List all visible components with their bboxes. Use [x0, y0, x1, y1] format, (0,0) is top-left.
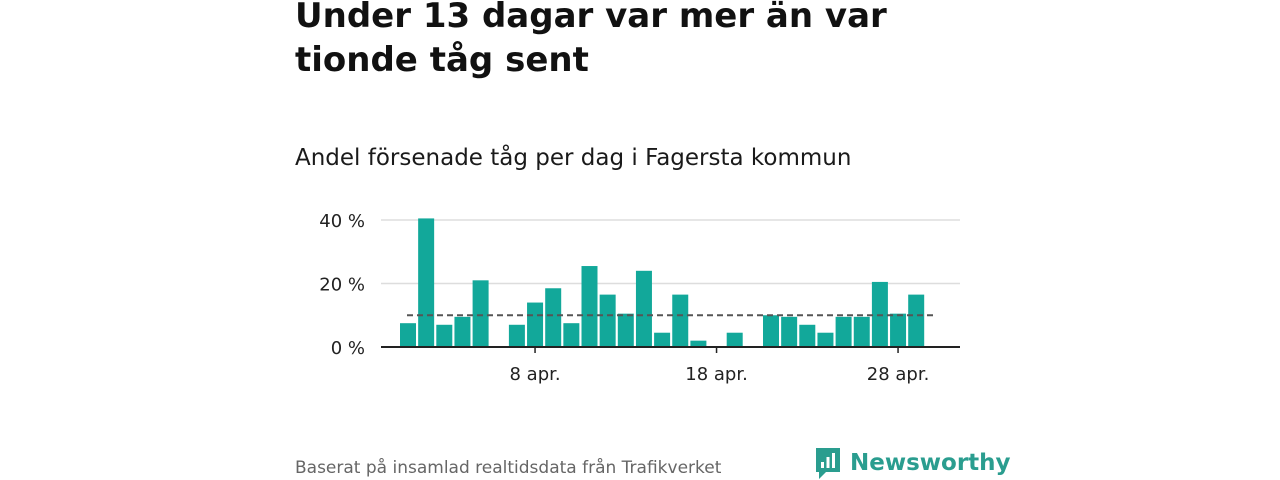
- bar-day-3: [436, 324, 453, 347]
- bar-day-11: [581, 266, 598, 347]
- bars: [400, 218, 925, 347]
- bar-day-8: [527, 302, 544, 347]
- bar-day-28: [890, 313, 907, 347]
- x-tick-label: 8 apr.: [509, 364, 560, 385]
- gridlines: [381, 219, 960, 285]
- bar-day-22: [781, 316, 798, 347]
- bar-day-19: [726, 332, 743, 347]
- bar-day-17: [690, 340, 707, 347]
- bar-day-13: [617, 313, 634, 347]
- bar-chart: 0 % 20 % 40 % 8 apr. 18 apr. 28 apr.: [319, 211, 960, 385]
- bar-day-1: [400, 323, 416, 347]
- bar-day-15: [654, 332, 671, 347]
- chart-title: Under 13 dagar var mer än var tionde tåg…: [295, 0, 887, 80]
- chart-subtitle: Andel försenade tåg per dag i Fagersta k…: [295, 145, 852, 171]
- bar-chart-speech-bubble-icon: [816, 448, 840, 479]
- brand-name: Newsworthy: [850, 450, 1011, 476]
- bar-day-16: [672, 294, 689, 347]
- bar-day-25: [835, 316, 852, 347]
- y-tick-label: 0 %: [331, 338, 365, 359]
- bar-day-2: [418, 218, 435, 347]
- axes: 0 % 20 % 40 % 8 apr. 18 apr. 28 apr.: [319, 211, 960, 385]
- brand-logo: Newsworthy: [814, 446, 1011, 480]
- y-tick-label: 40 %: [319, 211, 365, 232]
- bar-day-7: [508, 324, 525, 347]
- bar-day-14: [635, 270, 652, 347]
- bar-day-10: [563, 323, 580, 347]
- bar-day-23: [799, 324, 816, 347]
- bar-day-21: [763, 315, 779, 347]
- y-tick-label: 20 %: [319, 275, 365, 296]
- bar-day-29: [908, 294, 925, 347]
- x-tick-label: 18 apr.: [685, 364, 748, 385]
- source-footnote: Baserat på insamlad realtidsdata från Tr…: [295, 458, 722, 478]
- bar-day-9: [545, 288, 562, 347]
- bar-day-26: [853, 316, 870, 347]
- bar-day-5: [472, 280, 489, 347]
- x-tick-label: 28 apr.: [867, 364, 930, 385]
- bar-day-4: [454, 316, 471, 347]
- bar-day-24: [817, 332, 834, 347]
- bar-day-12: [599, 294, 616, 347]
